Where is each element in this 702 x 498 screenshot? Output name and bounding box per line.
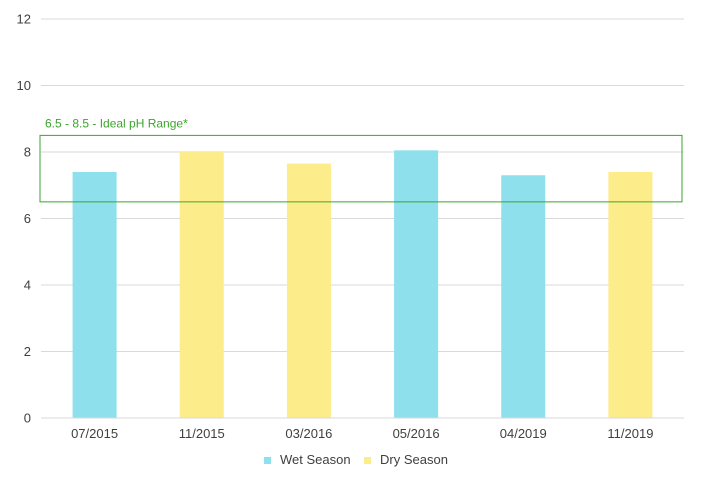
bars <box>72 150 653 418</box>
y-tick-label: 2 <box>24 344 31 359</box>
bar <box>501 175 546 418</box>
y-tick-label: 10 <box>17 78 31 93</box>
y-tick-label: 8 <box>24 145 31 160</box>
legend: Wet Season Dry Season <box>264 452 448 467</box>
x-tick-label: 05/2016 <box>393 426 440 441</box>
legend-label: Wet Season <box>280 452 351 467</box>
x-tick-label: 04/2019 <box>500 426 547 441</box>
x-axis-ticks: 07/2015 11/2015 03/2016 05/2016 04/2019 11/20… <box>71 426 653 441</box>
y-tick-label: 0 <box>24 411 31 426</box>
x-tick-label: 11/2019 <box>607 426 653 441</box>
legend-label: Dry Season <box>380 452 448 467</box>
legend-swatch <box>364 457 371 464</box>
y-axis-ticks: 0 2 4 6 8 10 12 <box>17 12 31 426</box>
bar <box>72 171 117 418</box>
y-tick-label: 12 <box>17 12 31 27</box>
x-tick-label: 07/2015 <box>71 426 118 441</box>
gridlines <box>41 18 684 352</box>
bar <box>394 150 439 418</box>
x-tick-label: 11/2015 <box>179 426 225 441</box>
y-tick-label: 6 <box>24 211 31 226</box>
bar <box>608 171 653 418</box>
ideal-range-label: 6.5 - 8.5 - Ideal pH Range* <box>45 116 188 130</box>
legend-swatch <box>264 457 271 464</box>
bar <box>179 152 224 418</box>
ideal-range-box <box>39 134 683 203</box>
y-tick-label: 4 <box>24 278 31 293</box>
bar <box>286 163 331 418</box>
x-tick-label: 03/2016 <box>285 426 332 441</box>
